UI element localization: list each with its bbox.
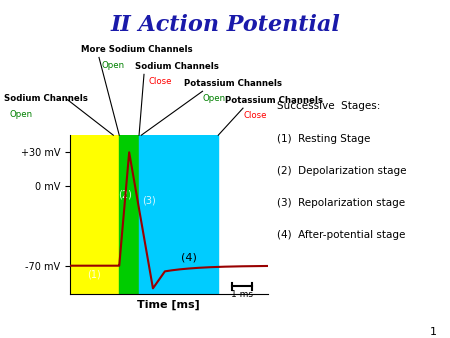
Bar <box>119 135 139 294</box>
Text: (4)  After-potential stage: (4) After-potential stage <box>277 230 405 240</box>
Text: (2): (2) <box>118 190 132 200</box>
Text: II Action Potential: II Action Potential <box>110 14 340 35</box>
Text: (4): (4) <box>180 252 197 262</box>
Text: Close: Close <box>148 77 172 86</box>
X-axis label: Time [ms]: Time [ms] <box>137 299 200 310</box>
Text: (3)  Repolarization stage: (3) Repolarization stage <box>277 198 405 208</box>
Text: Successive  Stages:: Successive Stages: <box>277 101 380 112</box>
Text: 1: 1 <box>429 327 436 337</box>
Text: (1): (1) <box>87 269 100 279</box>
Text: (1)  Resting Stage: (1) Resting Stage <box>277 134 370 144</box>
Text: Potassium Channels: Potassium Channels <box>225 96 323 105</box>
Text: More Sodium Channels: More Sodium Channels <box>81 45 193 54</box>
Text: (2)  Depolarization stage: (2) Depolarization stage <box>277 166 406 176</box>
Bar <box>70 135 119 294</box>
Text: Open: Open <box>9 110 32 119</box>
Text: Open: Open <box>101 61 124 70</box>
Text: 1 ms: 1 ms <box>231 290 253 299</box>
Text: Potassium Channels: Potassium Channels <box>184 79 283 88</box>
Bar <box>139 135 218 294</box>
Text: Open: Open <box>202 94 225 103</box>
Text: Close: Close <box>243 111 266 120</box>
Text: Sodium Channels: Sodium Channels <box>4 94 88 103</box>
Text: Sodium Channels: Sodium Channels <box>135 62 219 71</box>
Text: (3): (3) <box>142 195 156 205</box>
